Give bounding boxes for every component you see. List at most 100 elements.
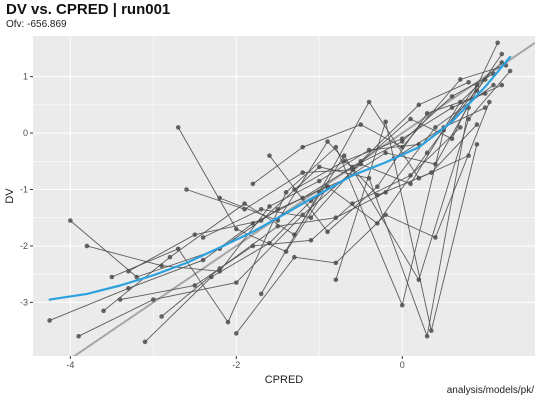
data-point bbox=[433, 161, 438, 167]
data-point bbox=[126, 269, 131, 274]
subject-series bbox=[109, 77, 488, 325]
series-line bbox=[202, 81, 469, 238]
chart-subtitle: Ofv: -656.869 bbox=[6, 19, 67, 30]
data-point bbox=[424, 111, 430, 116]
data-point bbox=[68, 218, 73, 223]
data-point bbox=[383, 212, 388, 218]
subject-series bbox=[267, 91, 488, 235]
data-point bbox=[466, 153, 471, 158]
series-line bbox=[111, 79, 486, 324]
data-point bbox=[233, 331, 239, 336]
data-point bbox=[167, 254, 173, 260]
data-point bbox=[458, 77, 463, 82]
data-point bbox=[134, 274, 140, 280]
subject-series bbox=[200, 79, 471, 240]
data-point bbox=[399, 302, 405, 308]
data-point bbox=[449, 136, 455, 142]
y-tick-label: -3 bbox=[20, 297, 28, 307]
y-tick-label: -1 bbox=[20, 185, 28, 195]
data-point bbox=[217, 266, 222, 271]
x-tick-label: -4 bbox=[66, 360, 74, 370]
data-point bbox=[200, 235, 206, 240]
y-tick-label: 1 bbox=[23, 72, 28, 82]
data-point bbox=[449, 94, 455, 99]
data-point bbox=[316, 164, 322, 170]
data-point bbox=[408, 173, 413, 178]
x-axis-title: CPRED bbox=[265, 374, 304, 386]
data-point bbox=[366, 99, 372, 105]
data-point bbox=[487, 99, 492, 105]
data-point bbox=[101, 308, 106, 314]
data-point bbox=[428, 328, 434, 333]
y-tick-label: 0 bbox=[23, 128, 28, 138]
data-point bbox=[184, 187, 189, 192]
axis-ticks: -4 -2 0 1 0 -1 -2 -3 bbox=[20, 72, 405, 370]
x-tick-label: -2 bbox=[232, 360, 240, 370]
data-point bbox=[300, 170, 305, 175]
data-point bbox=[416, 102, 422, 108]
data-point bbox=[47, 318, 52, 323]
data-point bbox=[175, 125, 181, 130]
data-point bbox=[233, 280, 239, 285]
data-point bbox=[507, 68, 513, 74]
x-tick-label: 0 bbox=[400, 360, 405, 370]
data-point bbox=[242, 201, 247, 206]
data-point bbox=[424, 333, 430, 339]
data-point bbox=[325, 139, 330, 144]
subject-series bbox=[258, 99, 471, 297]
data-point bbox=[383, 150, 388, 156]
data-point bbox=[159, 314, 164, 319]
data-point bbox=[499, 60, 505, 65]
data-point bbox=[117, 297, 123, 302]
data-point bbox=[142, 339, 148, 345]
smooth-line bbox=[48, 55, 512, 301]
data-point bbox=[499, 82, 505, 88]
data-point bbox=[474, 142, 480, 147]
data-point bbox=[449, 105, 455, 110]
series-line bbox=[219, 124, 478, 222]
subject-series bbox=[184, 40, 500, 212]
y-axis-title: DV bbox=[4, 188, 16, 204]
data-point bbox=[466, 79, 471, 85]
data-point bbox=[383, 119, 388, 125]
data-point bbox=[408, 116, 413, 122]
series-line bbox=[335, 120, 478, 331]
data-point bbox=[350, 201, 355, 206]
subject-series bbox=[233, 99, 492, 336]
data-point bbox=[308, 215, 314, 221]
data-series bbox=[47, 40, 513, 345]
data-point bbox=[109, 274, 115, 280]
data-point bbox=[358, 158, 364, 164]
subject-series bbox=[159, 82, 496, 319]
data-point bbox=[399, 136, 405, 142]
data-point bbox=[416, 175, 422, 181]
data-point bbox=[350, 167, 355, 173]
data-point bbox=[217, 195, 222, 201]
data-point bbox=[341, 158, 347, 164]
data-point bbox=[308, 238, 314, 243]
caption-path: analysis/models/pk/ bbox=[446, 385, 534, 396]
data-point bbox=[458, 125, 463, 130]
data-point bbox=[433, 125, 438, 130]
data-point bbox=[466, 116, 471, 122]
data-point bbox=[267, 204, 272, 209]
data-point bbox=[159, 263, 164, 269]
data-point bbox=[316, 178, 322, 184]
data-point bbox=[300, 144, 305, 150]
data-point bbox=[175, 246, 181, 252]
data-point bbox=[474, 122, 480, 127]
data-point bbox=[292, 254, 297, 260]
data-point bbox=[495, 40, 500, 46]
data-point bbox=[333, 277, 339, 283]
data-point bbox=[341, 153, 347, 158]
data-point bbox=[84, 243, 90, 249]
data-point bbox=[225, 319, 231, 325]
data-point bbox=[333, 215, 339, 221]
smooth-line-group bbox=[48, 55, 512, 301]
series-line bbox=[235, 101, 490, 334]
subject-series bbox=[333, 119, 480, 333]
data-point bbox=[499, 51, 505, 57]
data-point bbox=[433, 235, 438, 240]
data-point bbox=[192, 232, 198, 237]
